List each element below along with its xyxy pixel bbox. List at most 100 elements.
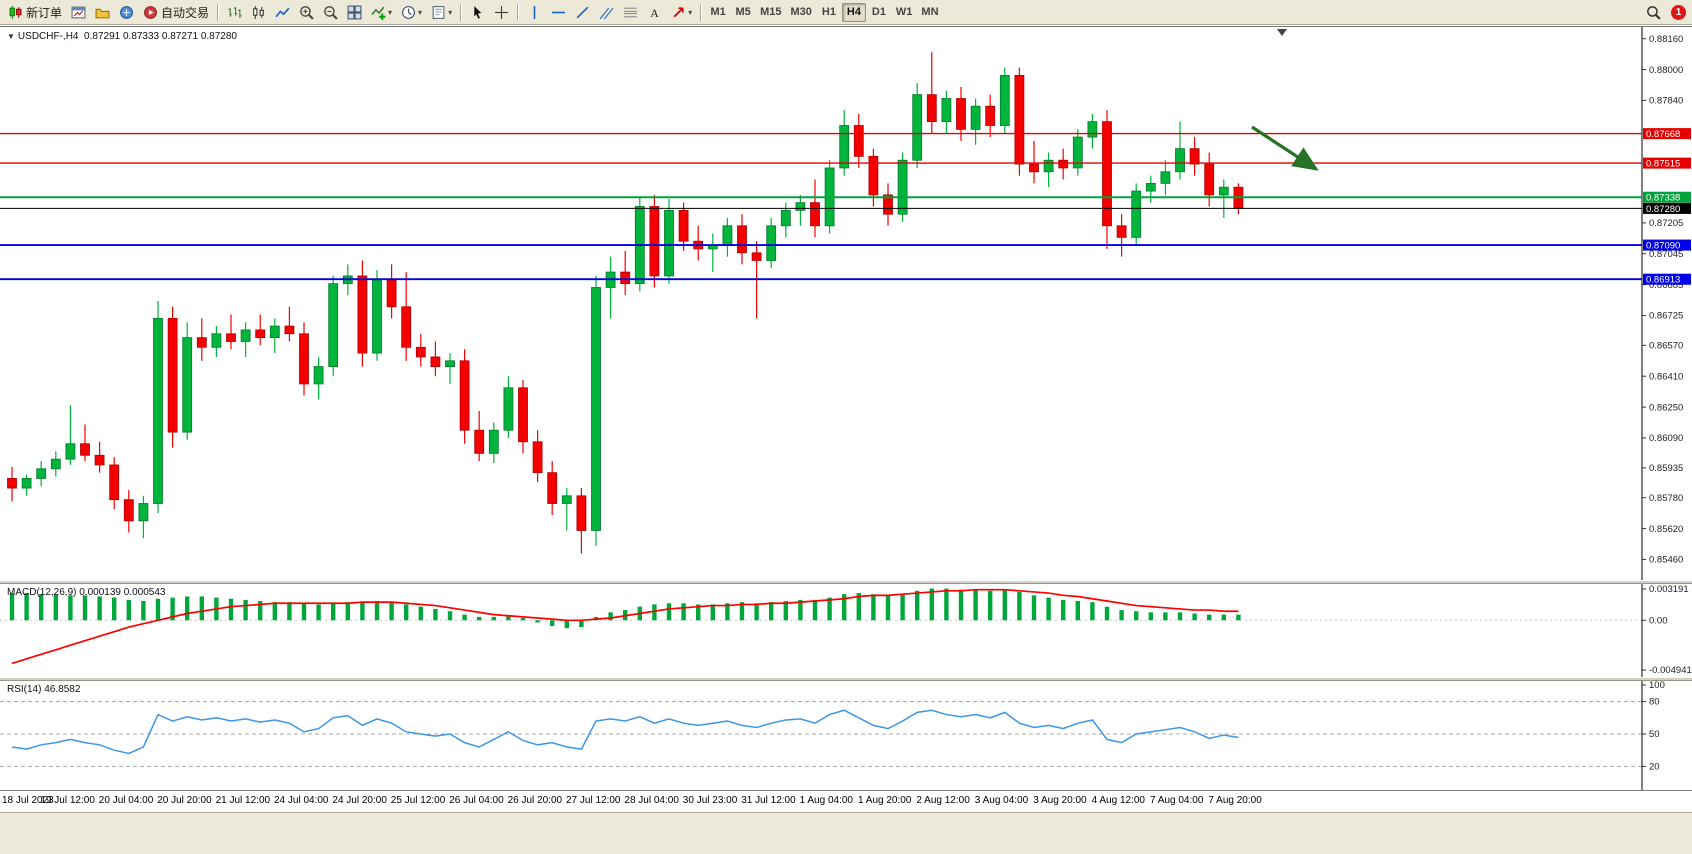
profiles-button[interactable] — [91, 2, 114, 23]
dropdown-arrow-icon: ▾ — [388, 7, 393, 17]
panel-splitter[interactable] — [0, 580, 1692, 584]
text-icon: A — [650, 6, 659, 19]
search-button[interactable] — [1642, 2, 1665, 23]
autotrading-button[interactable]: 自动交易 — [139, 2, 213, 23]
macd-bar — [185, 596, 190, 621]
time-label: 27 Jul 12:00 — [566, 795, 621, 806]
horizontal-line-button[interactable] — [547, 2, 570, 23]
zoom-in-button[interactable] — [295, 2, 318, 23]
price-tick-label: 0.86725 — [1649, 311, 1683, 322]
time-axis[interactable]: 18 Jul 2023 19 Jul 12:00 20 Jul 04:00 20 Ju… — [0, 792, 1692, 812]
rsi-axis[interactable] — [1643, 681, 1692, 790]
timeframe-m30[interactable]: M30 — [787, 3, 816, 22]
price-tick-label: 0.85780 — [1649, 493, 1683, 504]
candle — [897, 159, 908, 215]
new-order-button[interactable]: 新订单 — [4, 2, 66, 23]
time-label: 21 Jul 12:00 — [215, 795, 271, 806]
crosshair-icon — [495, 5, 509, 19]
main-chart[interactable]: 0.88160 0.88000 0.87840 0.87205 0.87045 0.868… — [0, 26, 1692, 581]
clock-icon — [402, 5, 415, 19]
candle-chart-button[interactable] — [247, 2, 270, 23]
timeframe-w1[interactable]: W1 — [892, 3, 917, 22]
trendline-button[interactable] — [571, 2, 594, 23]
timeframe-h4[interactable]: H4 — [841, 2, 866, 22]
macd-panel[interactable]: 0.003191 0.00 -0.004941 — [0, 584, 1692, 677]
candle — [65, 443, 76, 460]
fibonacci-button[interactable] — [619, 2, 642, 23]
candle — [50, 458, 61, 470]
macd-bar — [491, 616, 496, 621]
time-label: 7 Aug 20:00 — [1208, 795, 1262, 806]
arrows-button[interactable]: ▾ — [667, 2, 696, 23]
timeframe-m1[interactable]: M1 — [706, 3, 730, 22]
macd-bar — [783, 601, 788, 621]
timeframe-mn[interactable]: MN — [917, 3, 942, 22]
notification-badge[interactable]: 1 — [1671, 4, 1686, 20]
periods-button[interactable]: ▾ — [397, 2, 426, 23]
macd-bar — [389, 602, 394, 621]
channel-button[interactable] — [595, 2, 618, 23]
bar-chart-icon — [228, 6, 242, 18]
macd-bar — [1192, 613, 1197, 621]
chart-menu-icon[interactable]: ▼ — [7, 32, 15, 41]
macd-bar — [243, 599, 248, 621]
trend-arrow-annotation[interactable] — [1251, 125, 1319, 171]
new-order-button-label: 新订单 — [26, 5, 63, 20]
price-line-label-box — [1643, 202, 1691, 214]
trendline-icon — [576, 6, 589, 18]
time-label: 1 Aug 04:00 — [799, 795, 853, 806]
macd-bar — [404, 604, 409, 621]
rsi-panel[interactable]: 100 80 50 20 — [0, 681, 1692, 790]
macd-bar — [725, 603, 730, 621]
bar-chart-button[interactable] — [223, 2, 246, 23]
crosshair-button[interactable] — [490, 2, 513, 23]
candle — [1160, 171, 1171, 184]
macd-bar — [447, 611, 453, 621]
candle — [109, 464, 120, 501]
candle — [795, 202, 806, 211]
time-label: 30 Jul 23:00 — [682, 795, 738, 806]
macd-axis[interactable] — [1643, 584, 1692, 677]
price-axis[interactable] — [1643, 27, 1692, 581]
chart-shift-marker[interactable] — [1277, 29, 1287, 36]
tile-windows-button[interactable] — [343, 2, 366, 23]
timeframe-m15[interactable]: M15 — [756, 3, 785, 22]
time-label: 31 Jul 12:00 — [741, 795, 796, 806]
macd-bar — [331, 603, 336, 621]
macd-bar — [710, 604, 715, 621]
data-window-button[interactable] — [115, 2, 138, 23]
zoom-out-button[interactable] — [319, 2, 342, 23]
macd-bar — [754, 603, 759, 621]
macd-bar — [345, 602, 350, 621]
macd-bar — [1221, 614, 1226, 621]
text-button[interactable]: A — [643, 2, 666, 23]
new-chart-button[interactable] — [67, 2, 90, 23]
price-tick-label: 0.86410 — [1649, 371, 1683, 382]
macd-bar — [520, 618, 526, 621]
indicators-button[interactable]: ▾ — [367, 2, 396, 23]
macd-bar — [1104, 606, 1110, 621]
macd-bar — [696, 604, 701, 621]
toolbar-separator — [517, 3, 520, 21]
line-chart-button[interactable] — [271, 2, 294, 23]
candle — [1029, 163, 1039, 173]
panel-splitter[interactable] — [0, 677, 1692, 681]
cursor-button[interactable] — [466, 2, 489, 23]
candle — [1145, 182, 1156, 192]
vertical-line-button[interactable] — [523, 2, 546, 23]
timeframe-h1[interactable]: H1 — [817, 3, 841, 22]
candle — [780, 209, 791, 227]
price-line-label: 0.87090 — [1646, 240, 1680, 251]
macd-bar — [477, 616, 482, 621]
timeframe-d1[interactable]: D1 — [867, 3, 891, 22]
macd-bar — [1207, 614, 1212, 621]
price-axis-ticks: 0.88160 0.88000 0.87840 0.87205 0.87045 0.868… — [1642, 34, 1683, 566]
macd-bar — [885, 595, 891, 621]
autotrading-icon — [144, 5, 157, 19]
macd-scale-label: 0.00 — [1649, 615, 1668, 626]
dropdown-arrow-icon: ▾ — [448, 7, 453, 17]
timeframe-m5[interactable]: M5 — [731, 3, 755, 22]
templates-button[interactable]: ▾ — [427, 2, 456, 23]
candle — [532, 441, 543, 474]
chart-title: ▼ USDCHF-,H4 0.87291 0.87333 0.87271 0.87… — [7, 31, 237, 42]
